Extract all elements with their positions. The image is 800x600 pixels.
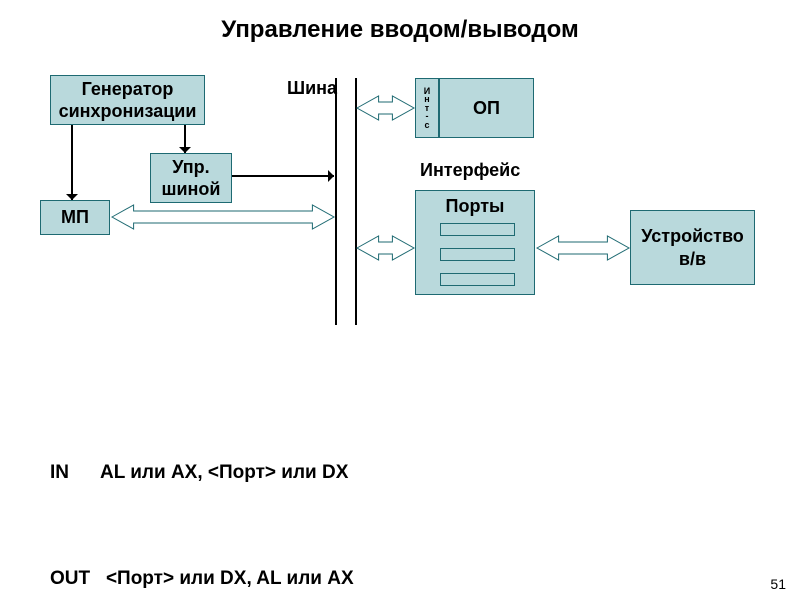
busctrl-box: Упр.шиной — [150, 153, 232, 203]
busctrl-label: Упр.шиной — [161, 156, 220, 201]
bus-line-left — [335, 78, 337, 325]
code-line-1: OUT <Порт> или DX, AL или AX — [50, 561, 354, 596]
port-bar-1 — [440, 248, 515, 261]
port-bar-0 — [440, 223, 515, 236]
mp-box: МП — [40, 200, 110, 235]
iodev-box: Устройствов/в — [630, 210, 755, 285]
bus-line-right — [355, 78, 357, 325]
clockgen-box: Генераторсинхронизации — [50, 75, 205, 125]
ports-label: Порты — [446, 195, 505, 218]
code-block: IN AL или AX, <Порт> или DX OUT <Порт> и… — [50, 385, 354, 600]
intf-box: Инт-с — [415, 78, 439, 138]
bus-label: Шина — [287, 78, 337, 99]
op-label: ОП — [473, 97, 500, 120]
iodev-label: Устройствов/в — [641, 225, 744, 270]
page-title: Управление вводом/выводом — [0, 16, 800, 44]
port-bar-2 — [440, 273, 515, 286]
intf-label: Инт-с — [424, 87, 430, 130]
op-box: ОП — [439, 78, 534, 138]
clockgen-label: Генераторсинхронизации — [59, 78, 197, 123]
page-number: 51 — [770, 576, 786, 592]
mp-label: МП — [61, 206, 89, 229]
code-line-0: IN AL или AX, <Порт> или DX — [50, 455, 354, 490]
interface-label: Интерфейс — [420, 160, 520, 181]
